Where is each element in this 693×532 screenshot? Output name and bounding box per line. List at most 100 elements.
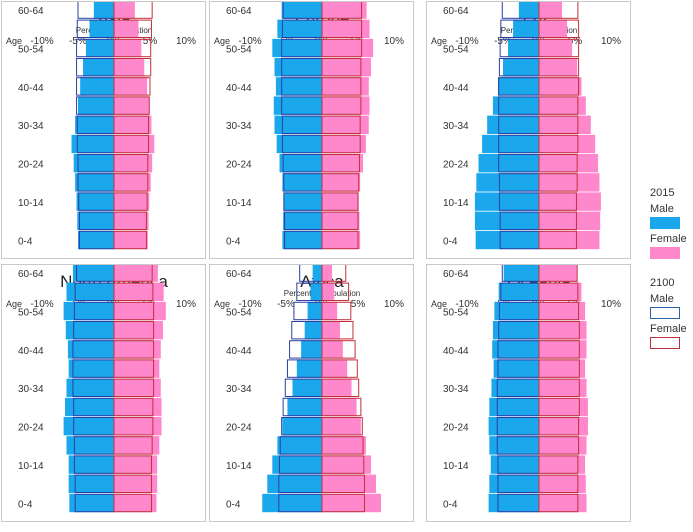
bar-male-2015: [283, 192, 322, 211]
bar-male-2015: [301, 340, 322, 359]
bar-male-2015: [491, 378, 539, 397]
bar-male-2015: [287, 397, 322, 417]
x-tick-label: -10%: [238, 299, 261, 310]
bar-male-2015: [488, 493, 539, 513]
legend-year: 2100: [650, 277, 675, 289]
chart-svg: AsiaPercent of PopulationAge-10%-5%0%5%1…: [6, 2, 196, 250]
bar-male-2015: [482, 134, 539, 154]
bar-male-2015: [93, 2, 114, 19]
bar-female-2015: [114, 321, 163, 340]
bar-female-2015: [322, 359, 348, 378]
age-tick-label: 20-24: [443, 160, 469, 171]
bar-female-2015: [114, 378, 161, 397]
bar-female-2100: [113, 19, 152, 38]
chart-svg: North AmericaPercent of PopulationAge-10…: [6, 265, 196, 513]
x-tick-label: 10%: [384, 36, 404, 47]
bar-female-2015: [322, 19, 370, 38]
age-tick-label: 0-4: [226, 499, 241, 510]
bar-female-2015: [539, 115, 591, 134]
bar-female-2015: [539, 493, 587, 513]
age-tick-label: 10-14: [18, 461, 44, 472]
legend-label-female: Female: [650, 233, 687, 245]
legend-label-female: Female: [650, 323, 687, 335]
chart-panel: North AmericaPercent of PopulationAge-10…: [1, 264, 206, 522]
bar-female-2015: [114, 474, 158, 493]
age-tick-label: 40-44: [18, 83, 44, 94]
bar-male-2015: [68, 474, 114, 493]
age-tick-label: 40-44: [226, 346, 252, 357]
legend-label-male: Male: [650, 203, 674, 215]
bar-female-2015: [322, 58, 371, 77]
age-tick-label: 50-54: [18, 44, 44, 55]
bar-female-2015: [539, 455, 586, 474]
bar-female-2100: [321, 455, 365, 474]
bar-male-2015: [72, 265, 114, 282]
bar-female-2015: [114, 96, 150, 115]
age-tick-label: 0-4: [443, 236, 458, 247]
bar-female-2015: [114, 359, 160, 378]
age-tick-label: 60-64: [18, 6, 44, 17]
bar-female-2015: [539, 417, 588, 436]
bar-male-2015: [292, 378, 322, 397]
bar-female-2100: [113, 2, 153, 19]
bar-male-2015: [489, 474, 539, 493]
bar-female-2015: [114, 211, 149, 230]
bar-male-2015: [272, 455, 322, 474]
age-tick-label: 50-54: [443, 307, 469, 318]
bar-female-2100: [321, 378, 360, 397]
bar-female-2100: [113, 378, 155, 397]
legend: 2015 Male Female 2100 Male Female: [650, 185, 690, 349]
bar-female-2100: [321, 173, 360, 192]
bar-female-2015: [539, 211, 601, 230]
bar-female-2015: [322, 230, 361, 250]
x-tick-label: 10%: [176, 299, 196, 310]
bar-female-2100: [538, 77, 580, 96]
bar-female-2015: [539, 340, 587, 359]
bar-female-2015: [322, 265, 333, 282]
x-tick-label: -10%: [30, 36, 53, 47]
age-tick-label: 40-44: [443, 346, 469, 357]
bar-female-2100: [538, 96, 579, 115]
bar-male-2015: [66, 436, 114, 455]
bar-female-2100: [113, 192, 148, 211]
chart-svg: OceaniaPercent of PopulationAge-10%-5%0%…: [431, 265, 621, 513]
age-tick-label: 40-44: [18, 346, 44, 357]
bar-female-2015: [322, 301, 338, 321]
legend-label-male: Male: [650, 293, 674, 305]
bar-female-2015: [539, 378, 587, 397]
bar-female-2015: [114, 19, 139, 38]
bar-female-2100: [321, 417, 363, 436]
bar-male-2015: [68, 359, 114, 378]
chart-svg: LACPercent of PopulationAge-10%-5%0%5%10…: [431, 2, 621, 250]
y-axis-label: Age: [214, 299, 230, 309]
bar-male-2015: [275, 77, 322, 96]
bar-male-2015: [276, 134, 322, 154]
age-tick-label: 30-34: [226, 384, 252, 395]
bar-male-2015: [312, 265, 322, 282]
chart-svg: AfricaPercent of PopulationAge-10%-5%0%5…: [214, 265, 404, 513]
chart-panel: OceaniaPercent of PopulationAge-10%-5%0%…: [426, 264, 631, 522]
bar-male-2015: [283, 211, 322, 230]
bar-female-2100: [538, 493, 579, 513]
bar-female-2100: [321, 265, 347, 282]
age-tick-label: 20-24: [226, 160, 252, 171]
y-axis-label: Age: [431, 36, 447, 46]
bar-female-2100: [113, 77, 151, 96]
bar-female-2015: [322, 436, 366, 455]
chart-panel: EuropePercent of PopulationAge-10%-5%0%5…: [209, 1, 414, 259]
y-axis-label: Age: [6, 36, 22, 46]
x-tick-label: 5%: [351, 299, 366, 310]
bar-male-2015: [78, 230, 114, 250]
age-tick-label: 10-14: [18, 198, 44, 209]
bar-male-2015: [498, 282, 539, 301]
bar-female-2015: [114, 115, 152, 134]
x-tick-label: -10%: [455, 36, 478, 47]
bar-female-2015: [539, 282, 582, 301]
bar-male-2015: [272, 38, 322, 58]
x-tick-label: -5%: [277, 299, 295, 310]
bar-female-2015: [322, 321, 340, 340]
bar-male-2015: [281, 2, 322, 19]
age-tick-label: 30-34: [443, 121, 469, 132]
bar-female-2100: [538, 474, 579, 494]
x-tick-label: 10%: [601, 36, 621, 47]
